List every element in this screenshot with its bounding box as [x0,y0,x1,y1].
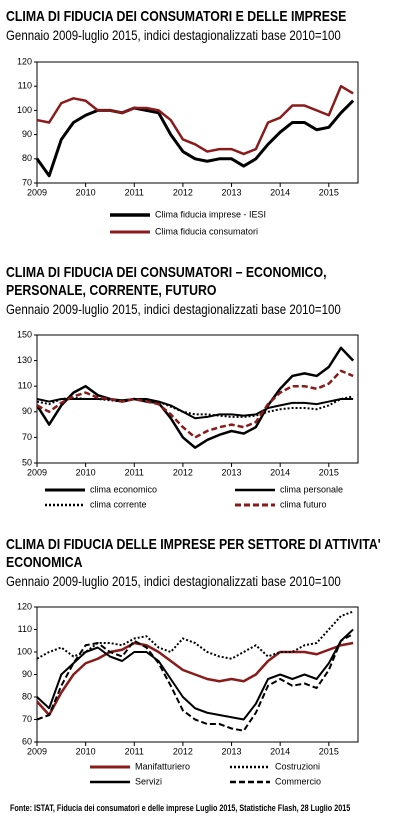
header: CLIMA DI FIDUCIA DEI CONSUMATORI – ECONO… [6,264,391,318]
y-tick-label: 110 [18,624,32,634]
y-tick-label: 90 [22,129,32,139]
x-tick-label: 2013 [222,746,242,756]
legend-label: clima corrente [90,499,147,509]
x-tick-label: 2012 [173,746,193,756]
legend-label: Clima fiducia consumatori [155,226,258,236]
x-tick-label: 2015 [319,187,339,197]
series-line [36,84,354,156]
x-tick-label: 2011 [125,746,144,756]
series-line [36,628,354,721]
y-tick-label: 80 [22,153,32,163]
legend-label: Servizi [135,776,162,786]
x-tick-label: 2009 [27,467,47,477]
legend-label: clima economico [90,484,157,494]
legend-label: Manifatturiero [135,761,190,771]
y-tick-label: 130 [17,355,32,365]
x-tick-label: 2013 [222,467,242,477]
series-line [36,641,354,717]
legend-label: clima personale [280,484,343,494]
legend-label: Costruzioni [275,761,320,771]
header: CLIMA DI FIDUCIA DEI CONSUMATORI E DELLE… [6,8,391,44]
chart-subtitle: Gennaio 2009-luglio 2015, indici destagi… [6,573,341,589]
y-tick-label: 120 [17,601,32,611]
series-line [36,633,354,732]
x-tick-label: 2015 [319,467,339,477]
x-tick-label: 2012 [173,467,193,477]
x-tick-label: 2014 [270,187,290,197]
y-tick-label: 110 [18,381,32,391]
series-line [36,369,354,439]
chart-title: CLIMA DI FIDUCIA DELLE IMPRESE PER SETTO… [6,536,381,571]
y-tick-label: 60 [22,736,32,746]
y-tick-label: 90 [22,669,32,679]
x-tick-label: 2009 [27,746,47,756]
y-tick-label: 100 [17,646,32,656]
x-tick-label: 2015 [319,746,339,756]
x-tick-label: 2011 [125,467,144,477]
x-tick-label: 2013 [222,187,242,197]
x-tick-label: 2014 [270,746,290,756]
x-tick-label: 2011 [125,187,144,197]
x-tick-label: 2014 [270,467,290,477]
y-tick-label: 70 [22,432,32,442]
series-line [35,99,355,178]
series-line [36,610,354,660]
plot-frame [36,61,359,184]
x-tick-label: 2012 [173,187,193,197]
x-tick-label: 2010 [76,187,96,197]
x-tick-label: 2010 [76,467,96,477]
chart-title: CLIMA DI FIDUCIA DEI CONSUMATORI E DELLE… [6,8,347,25]
legend-label: Commercio [275,776,321,786]
y-tick-label: 150 [17,329,32,339]
legend-label: clima futuro [280,499,327,509]
chart-subtitle: Gennaio 2009-luglio 2015, indici destagi… [6,27,341,43]
y-tick-label: 120 [17,56,32,66]
series-line [36,398,354,420]
y-tick-label: 100 [17,105,32,115]
y-tick-label: 110 [18,81,32,91]
chart-subtitle: Gennaio 2009-luglio 2015, indici destagi… [6,301,341,317]
y-tick-label: 90 [22,406,32,416]
x-tick-label: 2010 [76,746,96,756]
y-tick-label: 70 [22,714,32,724]
header: CLIMA DI FIDUCIA DELLE IMPRESE PER SETTO… [6,536,391,590]
chart-title: CLIMA DI FIDUCIA DEI CONSUMATORI – ECONO… [6,264,327,299]
charts: 70 80 90 100 110 120 2009 2010 2011 2012 2013 2014 2… [17,56,359,786]
series-line [35,346,355,449]
y-tick-label: 50 [22,457,32,467]
x-tick-label: 2009 [27,187,47,197]
legend-label: Clima fiducia imprese - IESI [155,209,266,219]
y-tick-label: 70 [22,177,32,187]
series-line [36,395,354,418]
y-tick-label: 80 [22,691,32,701]
source: Fonte: ISTAT, Fiducia dei consumatori e … [10,803,351,813]
